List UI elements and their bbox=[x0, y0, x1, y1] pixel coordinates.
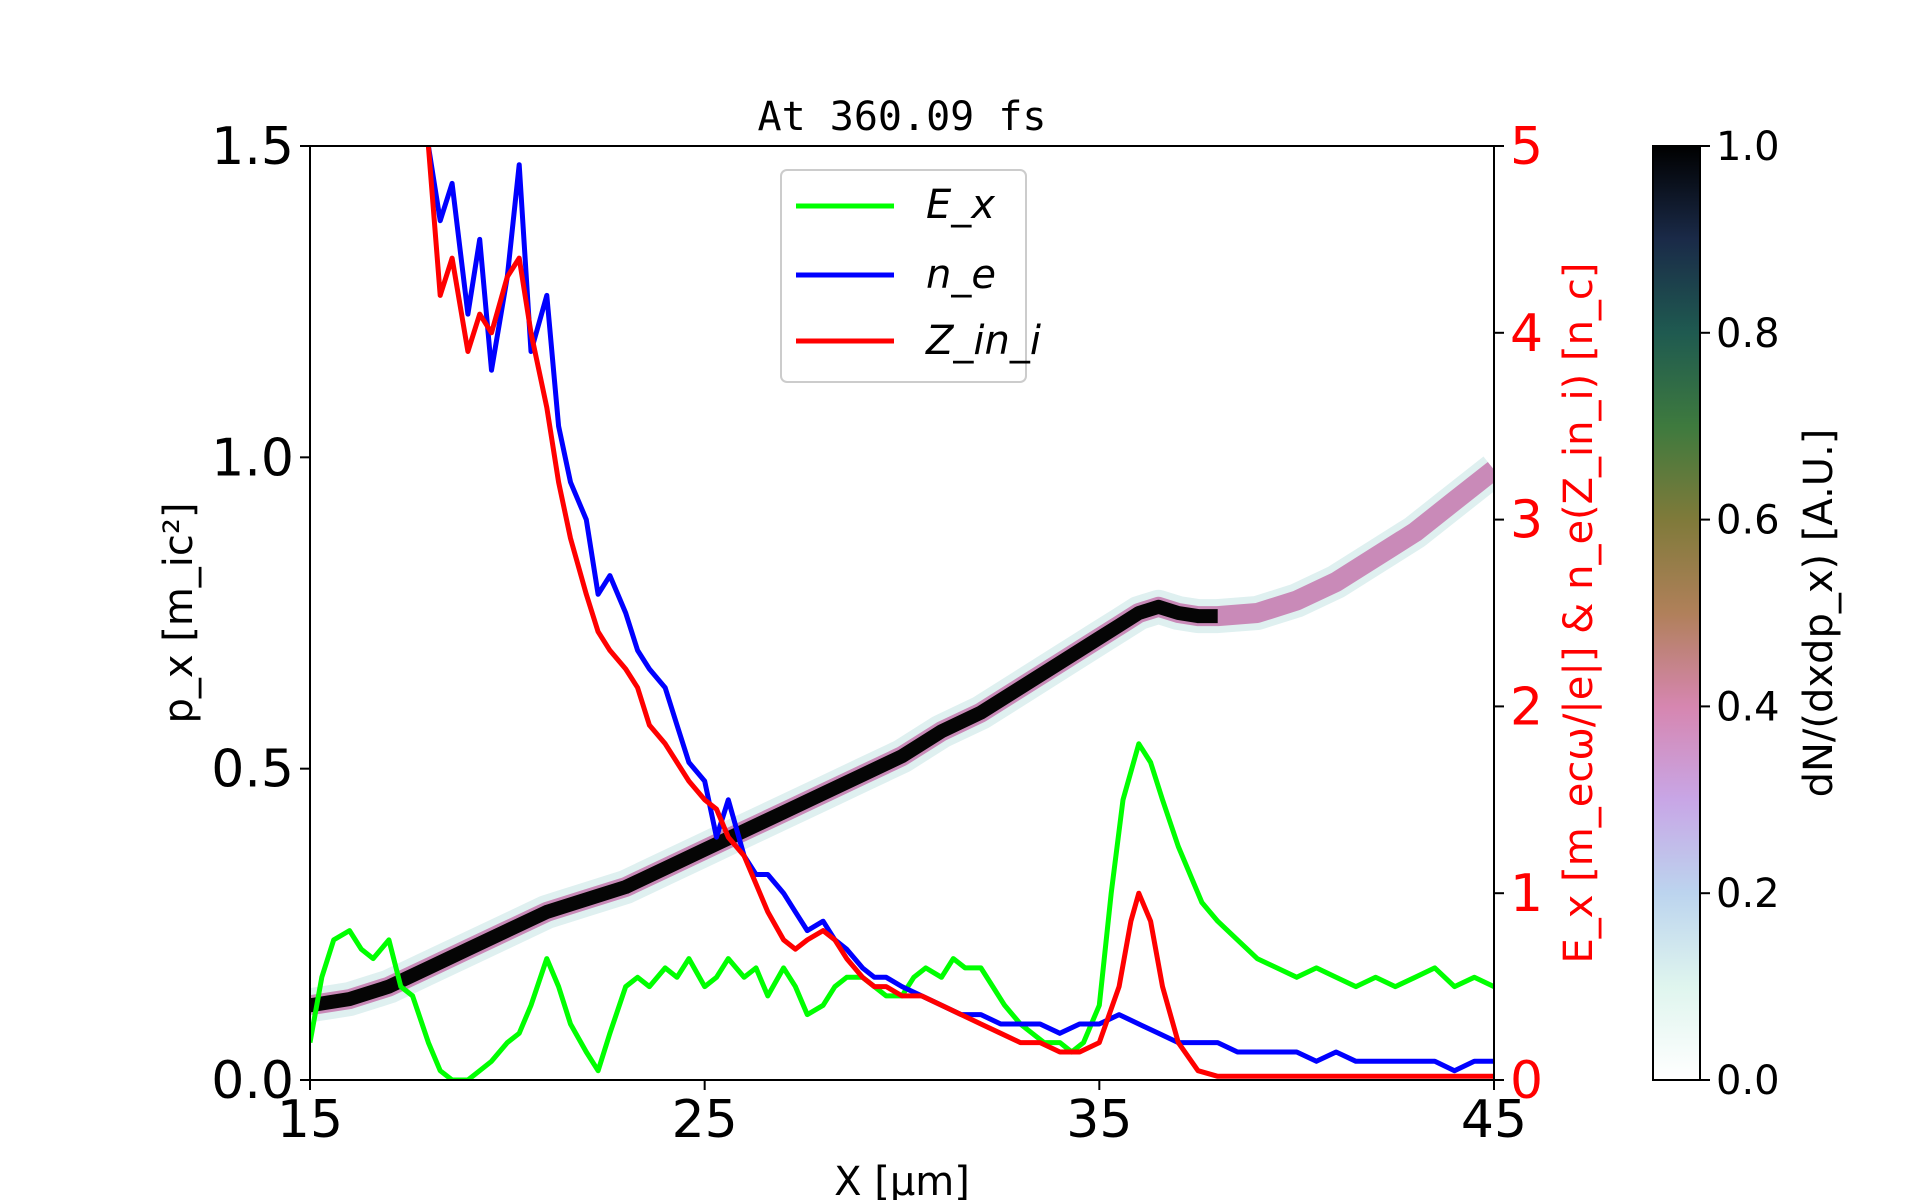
x-axis-title: X [μm] bbox=[834, 1159, 970, 1200]
colorbar-tick-label: 0.0 bbox=[1716, 1058, 1780, 1104]
colorbar-tick-label: 0.4 bbox=[1716, 684, 1780, 730]
phase-space-density bbox=[310, 456, 1494, 1023]
colorbar-tick-label: 1.0 bbox=[1716, 124, 1780, 170]
colorbar-tick-label: 0.2 bbox=[1716, 871, 1780, 917]
colorbar-tick-label: 0.6 bbox=[1716, 498, 1780, 544]
y-tick-label: 0.0 bbox=[211, 1051, 294, 1111]
colorbar-tick-label: 0.8 bbox=[1716, 311, 1780, 357]
y2-tick-label: 4 bbox=[1510, 304, 1543, 364]
x-tick-label: 15 bbox=[277, 1090, 343, 1150]
y2-tick-label: 2 bbox=[1510, 677, 1543, 737]
x-tick-label: 25 bbox=[672, 1090, 738, 1150]
plot-area bbox=[310, 146, 1494, 1080]
series-layer bbox=[310, 146, 1494, 1080]
colorbar-ticks: 0.0 0.2 0.4 0.6 0.8 1.0 bbox=[1700, 124, 1780, 1104]
colorbar-title: dN/(dxdp_x) [A.U.] bbox=[1796, 429, 1842, 798]
y2-tick-label: 3 bbox=[1510, 491, 1543, 551]
y-tick-label: 1.5 bbox=[211, 117, 294, 177]
y2-tick-label: 5 bbox=[1510, 117, 1543, 177]
legend-label-zini: Z_in_i bbox=[925, 318, 1041, 364]
y2-tick-label: 1 bbox=[1510, 864, 1543, 924]
plot-frame bbox=[309, 145, 1495, 1081]
y-tick-label: 0.5 bbox=[211, 740, 294, 800]
y-tick-label: 1.0 bbox=[211, 428, 294, 488]
legend-label-ne: n_e bbox=[926, 252, 996, 298]
x-tick-label: 35 bbox=[1066, 1090, 1132, 1150]
x-tick-label: 45 bbox=[1461, 1090, 1527, 1150]
series-line-1 bbox=[310, 741, 1494, 1080]
x-ticks: 15 25 35 45 bbox=[277, 1080, 1527, 1150]
y2-ticks: 0 1 2 3 4 5 bbox=[1494, 117, 1543, 1111]
chart-title: At 360.09 fs bbox=[758, 94, 1047, 140]
y-ticks: 0.0 0.5 1.0 1.5 bbox=[211, 117, 310, 1111]
phase-space-halo bbox=[310, 456, 1494, 1023]
colorbar bbox=[1652, 145, 1701, 1081]
legend-box bbox=[780, 169, 1027, 383]
legend: E_x n_e Z_in_i bbox=[780, 169, 1041, 383]
y2-axis-title: E_x [m_ecω/|e|] & n_e(Z_in_i) [n_c] bbox=[1556, 262, 1602, 963]
series-line-2 bbox=[425, 146, 1494, 1074]
y-axis-title: p_x [m_ic²] bbox=[156, 502, 202, 723]
legend-label-ex: E_x bbox=[926, 182, 995, 228]
series-line-3 bbox=[425, 146, 1494, 1079]
y2-tick-label: 0 bbox=[1510, 1051, 1543, 1111]
phase-space-core bbox=[310, 599, 1218, 1013]
